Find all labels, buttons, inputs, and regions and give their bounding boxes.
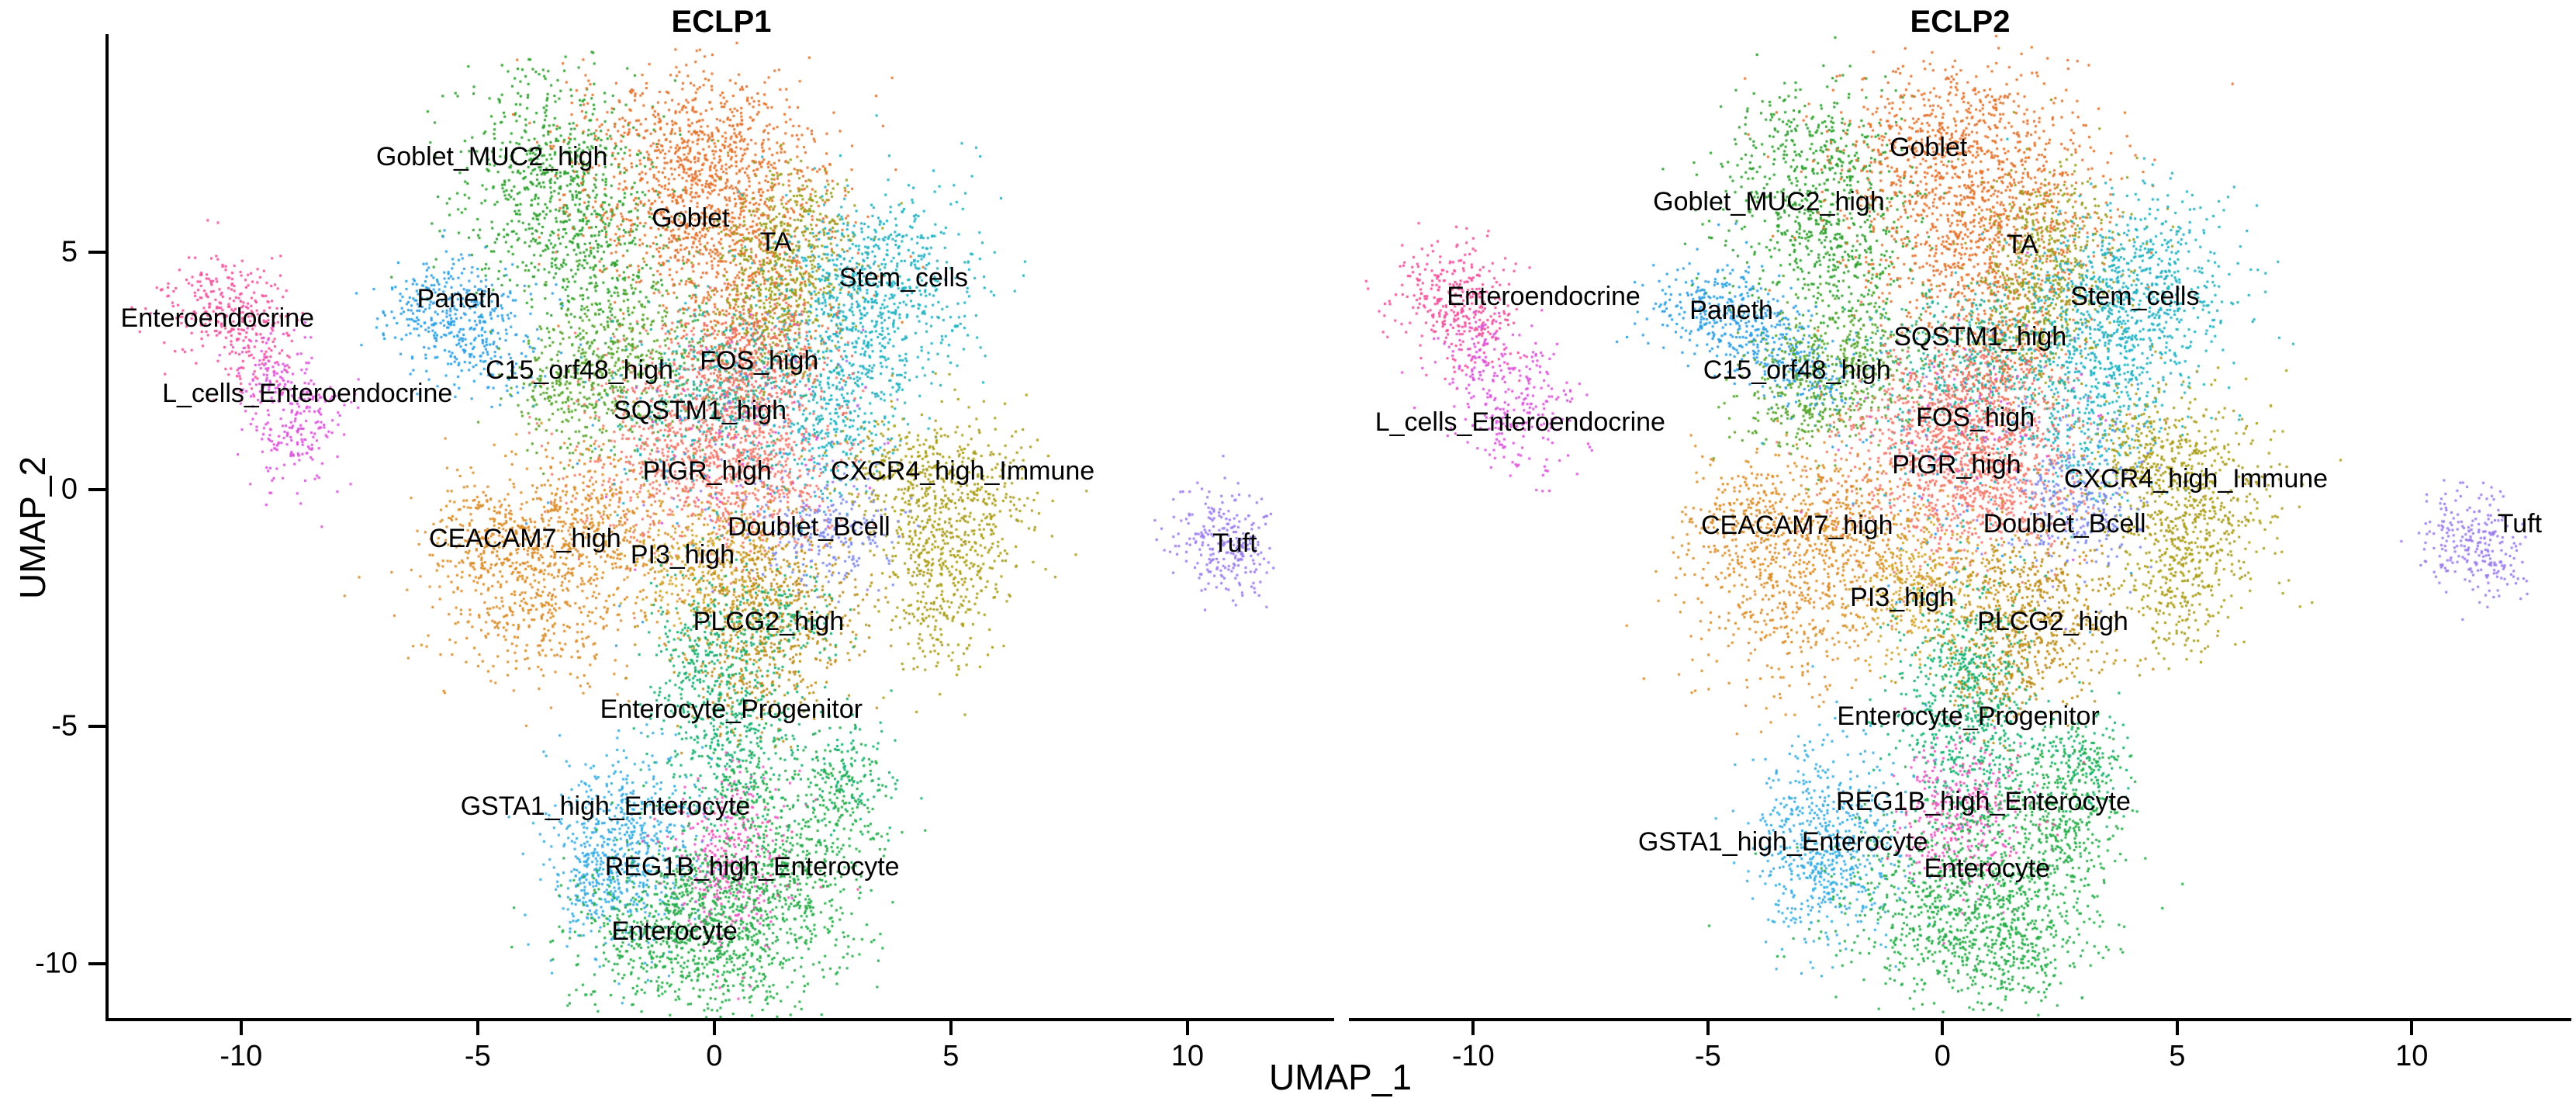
cluster-label-Goblet: Goblet (652, 203, 730, 234)
cluster-label-Paneth: Paneth (417, 284, 501, 314)
x-tick-label: 0 (706, 1040, 723, 1072)
cluster-label-PIGR_high: PIGR_high (642, 456, 772, 487)
cluster-label-Goblet_MUC2_high: Goblet_MUC2_high (1653, 187, 1885, 217)
cluster-label-TA: TA (2006, 230, 2038, 260)
x-tick-mark (1471, 1021, 1475, 1035)
x-tick-label: -10 (1451, 1040, 1495, 1072)
cluster-label-CEACAM7_high: CEACAM7_high (429, 523, 621, 553)
x-tick-label: 5 (942, 1040, 960, 1072)
scatter-canvas-eclp2 (1349, 34, 2571, 1018)
y-tick-label: 0 (61, 473, 78, 506)
cluster-label-L_cells_Enteroendocrine: L_cells_Enteroendocrine (162, 379, 453, 409)
cluster-label-PI3_high: PI3_high (630, 540, 735, 570)
cluster-label-Goblet: Goblet (1890, 132, 1968, 162)
cluster-label-CEACAM7_high: CEACAM7_high (1700, 511, 1893, 541)
y-tick-label: 5 (61, 235, 78, 268)
x-tick-label: 0 (1934, 1040, 1951, 1072)
cluster-label-Enterocyte: Enterocyte (1924, 853, 2051, 883)
x-tick-label: 10 (2395, 1040, 2429, 1072)
y-tick-label: -5 (51, 709, 78, 743)
x-tick-label: -5 (1694, 1040, 1721, 1072)
cluster-label-TA: TA (759, 227, 792, 258)
cluster-label-Paneth: Paneth (1689, 296, 1773, 326)
x-tick-label: 5 (2169, 1040, 2186, 1072)
cluster-label-SQSTM1_high: SQSTM1_high (1893, 322, 2067, 352)
x-tick-label: -10 (220, 1040, 263, 1072)
cluster-label-FOS_high: FOS_high (700, 345, 819, 376)
x-tick-mark (1185, 1021, 1189, 1035)
cluster-label-C15_orf48_high: C15_orf48_high (486, 355, 673, 386)
x-tick-mark (1941, 1021, 1945, 1035)
x-tick-mark (2175, 1021, 2179, 1035)
y-tick-mark (88, 725, 105, 729)
x-tick-label: -5 (464, 1040, 491, 1072)
cluster-label-Stem_cells: Stem_cells (838, 262, 968, 293)
x-tick-mark (239, 1021, 243, 1035)
cluster-label-PLCG2_high: PLCG2_high (1977, 606, 2128, 636)
cluster-label-PI3_high: PI3_high (1850, 583, 1955, 613)
cluster-label-Doublet_Bcell: Doublet_Bcell (727, 511, 890, 542)
cluster-label-C15_orf48_high: C15_orf48_high (1703, 355, 1891, 386)
x-tick-mark (712, 1021, 716, 1035)
cluster-label-REG1B_high_Enterocyte: REG1B_high_Enterocyte (1835, 787, 2131, 817)
x-tick-mark (949, 1021, 953, 1035)
cluster-label-CXCR4_high_Immune: CXCR4_high_Immune (2063, 464, 2329, 494)
cluster-label-Enterocyte_Progenitor: Enterocyte_Progenitor (600, 695, 863, 725)
cluster-label-Doublet_Bcell: Doublet_Bcell (1983, 509, 2146, 539)
y-axis-line (105, 34, 109, 1021)
y-tick-mark (88, 487, 105, 491)
cluster-label-L_cells_Enteroendocrine: L_cells_Enteroendocrine (1374, 407, 1665, 438)
y-tick-mark (88, 251, 105, 255)
x-axis-line-eclp2 (1349, 1018, 2571, 1021)
panel-title-eclp1: ECLP1 (671, 5, 772, 39)
cluster-label-Enterocyte: Enterocyte (611, 916, 738, 946)
cluster-label-Tuft: Tuft (1212, 528, 1257, 559)
cluster-label-Enteroendocrine: Enteroendocrine (1447, 282, 1641, 312)
x-axis-title: UMAP_1 (1268, 1057, 1412, 1097)
panel-title-eclp2: ECLP2 (1910, 5, 2011, 39)
cluster-label-Goblet_MUC2_high: Goblet_MUC2_high (375, 142, 608, 172)
cluster-label-Tuft: Tuft (2497, 509, 2543, 539)
cluster-label-Enteroendocrine: Enteroendocrine (120, 303, 315, 333)
cluster-label-GSTA1_high_Enterocyte: GSTA1_high_Enterocyte (460, 792, 751, 822)
y-tick-mark (88, 961, 105, 965)
scatter-canvas-eclp1 (109, 34, 1334, 1018)
cluster-label-Stem_cells: Stem_cells (2070, 282, 2200, 312)
panel-eclp1: ECLP1 -10 -5 0 5 10 5 0 -5 -10 Goblet_MUC2_high G… (35, 0, 1334, 1105)
cluster-label-CXCR4_high_Immune: CXCR4_high_Immune (831, 456, 1095, 487)
x-tick-mark (1706, 1021, 1710, 1035)
cluster-label-FOS_high: FOS_high (1916, 403, 2035, 433)
x-tick-mark (2410, 1021, 2414, 1035)
x-axis-line-eclp1 (105, 1018, 1334, 1021)
x-tick-label: 10 (1170, 1040, 1205, 1072)
cluster-label-GSTA1_high_Enterocyte: GSTA1_high_Enterocyte (1637, 827, 1928, 857)
cluster-label-Enterocyte_Progenitor: Enterocyte_Progenitor (1837, 701, 2100, 732)
x-tick-mark (475, 1021, 479, 1035)
cluster-label-PIGR_high: PIGR_high (1892, 450, 2021, 480)
panel-eclp2: ECLP2 -10 -5 0 5 10 Goblet_MUC2_high Goblet TA… (1349, 0, 2571, 1105)
cluster-label-REG1B_high_Enterocyte: REG1B_high_Enterocyte (604, 851, 900, 882)
cluster-label-SQSTM1_high: SQSTM1_high (614, 395, 787, 425)
y-tick-label: -10 (35, 947, 78, 980)
cluster-label-PLCG2_high: PLCG2_high (693, 606, 845, 636)
